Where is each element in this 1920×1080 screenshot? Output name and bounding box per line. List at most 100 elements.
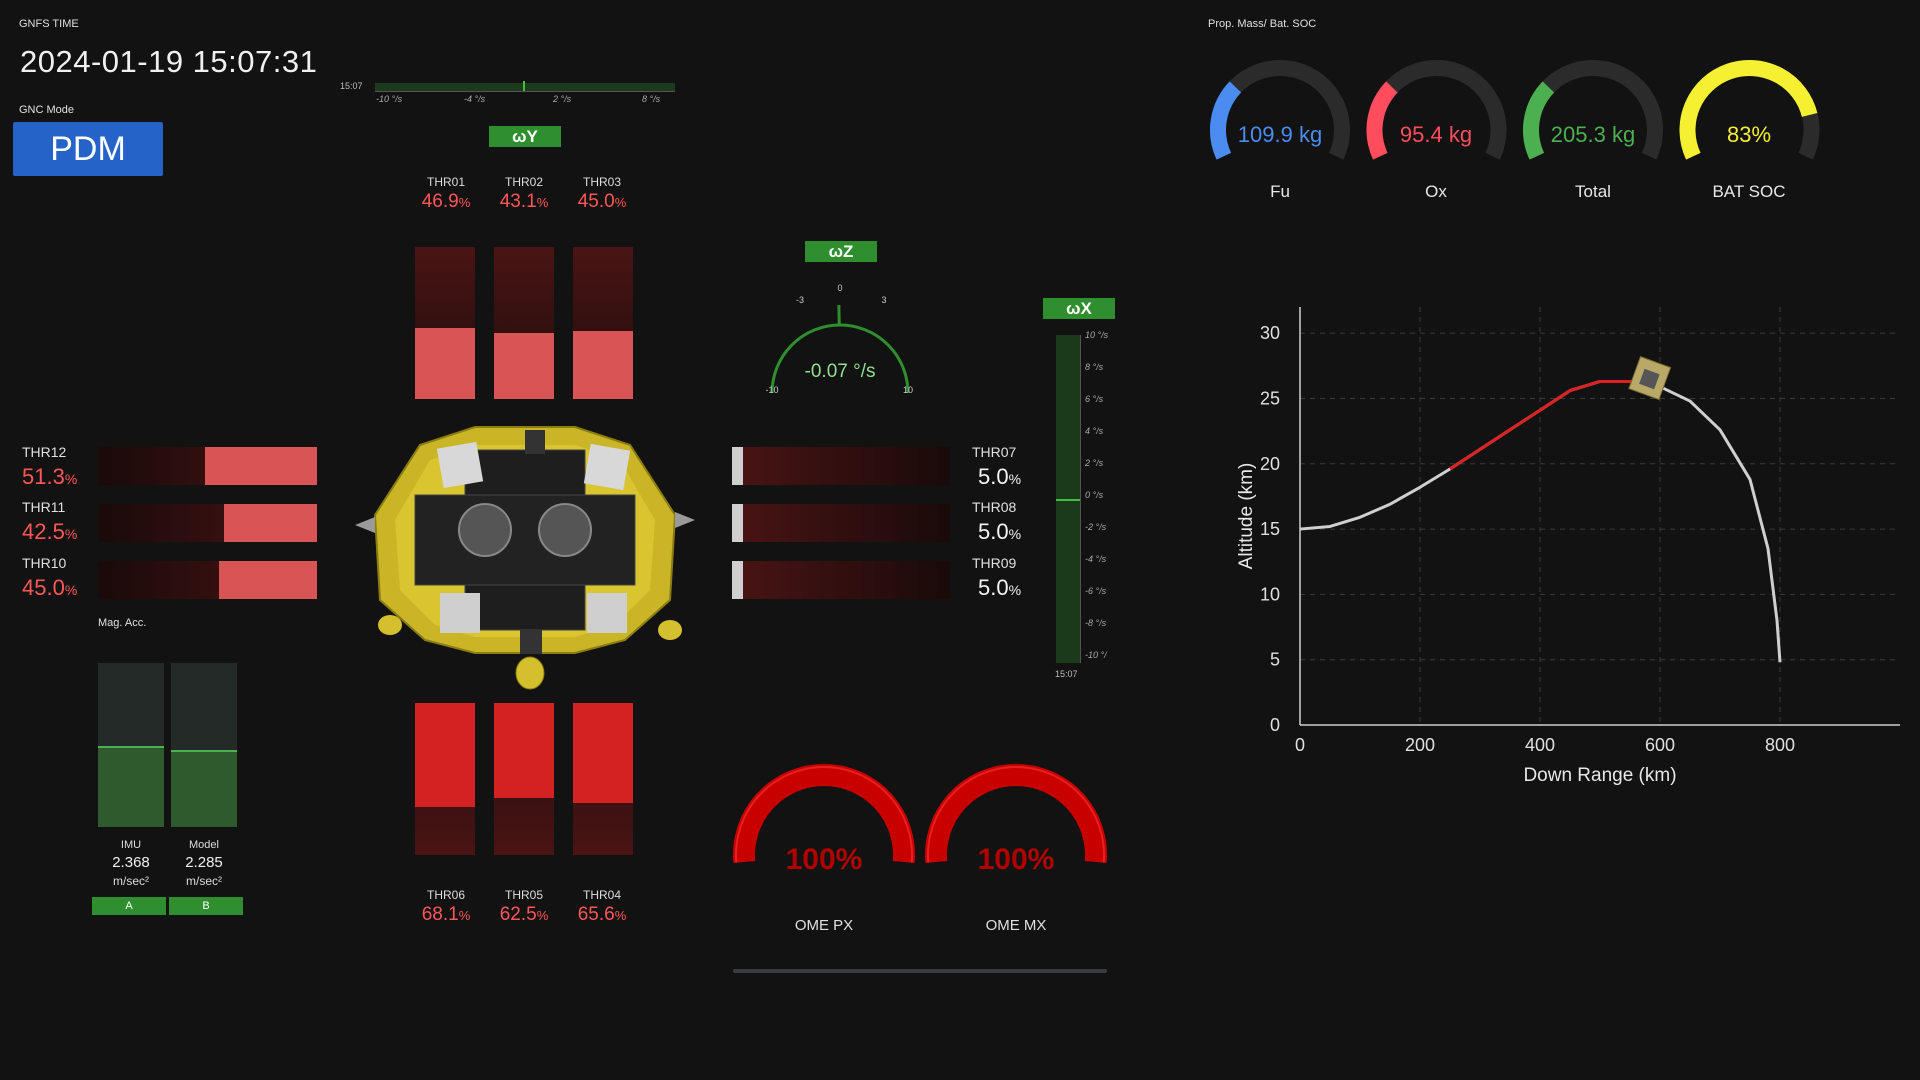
thr07-value: 5.0%: [978, 464, 1022, 489]
right-thruster-bar-thr09: [732, 561, 950, 599]
gnc-mode-label: GNC Mode: [19, 104, 75, 116]
prop-gauges: [1210, 60, 1820, 160]
wy-strip-bar: [375, 83, 675, 91]
left-thruster-bar-thr11: [99, 504, 317, 542]
left-thruster-bars: [99, 447, 317, 599]
gnc-mode-badge: PDM: [13, 122, 163, 176]
right-thrusters: THR07 5.0% THR08 5.0% THR09 5.0%: [972, 444, 1072, 604]
left-thrusters: THR12 51.3% THR11 42.5% THR10 45.0%: [22, 444, 322, 604]
gauge-fill-2: [1523, 81, 1555, 160]
wx-tick-3: 4 °/s: [1085, 426, 1104, 436]
wy-tick-2: 2 °/s: [553, 94, 572, 104]
thr10-value: 45.0%: [22, 575, 78, 600]
thr06-name: THR06: [426, 888, 465, 902]
x-axis-label: Down Range (km): [1523, 765, 1676, 786]
thr03-name: THR03: [582, 175, 621, 189]
wx-label: ωX: [1043, 298, 1115, 319]
bottom-thruster-fill-thr06: [415, 703, 475, 807]
prop-mass-label: Prop. Mass/ Bat. SOC: [1208, 18, 1317, 30]
thr08-value: 5.0%: [978, 519, 1022, 544]
imu-label: IMU: [120, 839, 142, 851]
thr06-value: 68.1%: [421, 904, 471, 925]
bottom-thruster-bar-thr06: [415, 703, 475, 855]
right-thruster-bars: [732, 447, 950, 599]
ox-gauge-label: Ox: [1425, 182, 1447, 201]
wx-tick-labels: 10 °/s 8 °/s 6 °/s 4 °/s 2 °/s 0 °/s -2 °/s -4 …: [1085, 330, 1145, 670]
thr02-name: THR02: [504, 175, 543, 189]
bottom-thruster-fill-thr05: [494, 703, 554, 798]
y-tick-2: 10: [1260, 584, 1280, 604]
thr02-value: 43.1%: [499, 191, 549, 212]
y-tick-5: 25: [1260, 388, 1280, 408]
wy-strip-marker: [523, 81, 525, 91]
ome-px-value: 100%: [785, 843, 863, 876]
thr04-value: 65.6%: [577, 904, 627, 925]
wx-strip-time: 15:07: [1055, 669, 1078, 679]
wx-tick-4: 2 °/s: [1085, 458, 1104, 468]
series-line-1: [1449, 379, 1649, 471]
bottom-thruster-bar-thr05: [494, 703, 554, 855]
lander-marker: [1628, 355, 1672, 401]
top-thruster-labels: THR01 46.9% THR02 43.1% THR03 45.0%: [416, 175, 627, 215]
bottom-thruster-bar-thr04: [573, 703, 633, 855]
bottom-thruster-bars: [415, 703, 635, 855]
gauge-fill-0: [1210, 81, 1242, 160]
wz-tick-m3: -3: [796, 295, 804, 305]
right-thruster-bar-thr07: [732, 447, 950, 485]
right-thruster-fill-thr08: [732, 504, 743, 542]
thr01-name: THR01: [426, 175, 465, 189]
model-unit: m/sec²: [186, 874, 222, 888]
x-tick-2: 400: [1525, 735, 1555, 755]
wx-tick-10: -10 °/: [1085, 650, 1107, 660]
wx-tick-5: 0 °/s: [1085, 490, 1104, 500]
wz-tick-m10: -10: [765, 385, 778, 395]
wz-label: ωZ: [805, 241, 877, 262]
fu-gauge-value: 109.9 kg: [1237, 122, 1323, 147]
top-thruster-bar-thr02: [494, 247, 554, 399]
model-value: 2.285: [185, 854, 223, 871]
ome-mx-label: OME MX: [985, 917, 1047, 934]
wz-tick-10: 10: [903, 385, 913, 395]
gnfs-time: 2024-01-19 15:07:31: [20, 44, 318, 79]
bat-soc-gauge-value: 83%: [1726, 122, 1772, 147]
imu-acc-bar: [98, 663, 164, 827]
wy-strip-axis: [375, 91, 675, 92]
top-thruster-fill-thr01: [415, 328, 475, 399]
model-acc-fill: [171, 750, 237, 827]
ome-mx-value: 100%: [977, 843, 1055, 876]
wy-tick-0: -10 °/s: [376, 94, 403, 104]
left-thruster-bar-thr10: [99, 561, 317, 599]
wx-tick-6: -2 °/s: [1085, 522, 1107, 532]
y-tick-6: 30: [1260, 323, 1280, 343]
bottom-thruster-labels: THR06 68.1% THR05 62.5% THR04 65.6%: [416, 888, 636, 928]
y-axis-label: Altitude (km): [1236, 463, 1257, 570]
model-b-button[interactable]: B: [169, 897, 243, 915]
wx-strip-axis: [1080, 335, 1081, 663]
wx-tick-2: 6 °/s: [1085, 394, 1104, 404]
imu-value: 2.368: [112, 854, 150, 871]
thr11-value: 42.5%: [22, 519, 78, 544]
wx-tick-1: 8 °/s: [1085, 362, 1104, 372]
x-tick-3: 600: [1645, 735, 1675, 755]
wx-tick-8: -6 °/s: [1085, 586, 1107, 596]
thr12-name: THR12: [22, 444, 67, 460]
wx-strip-marker: [1056, 499, 1080, 501]
model-label: Model: [189, 839, 219, 851]
gauge-fill-3: [1679, 60, 1818, 160]
wz-tick-3: 3: [881, 295, 886, 305]
wy-strip: 15:07 -10 °/s -4 °/s 2 °/s 8 °/s: [340, 80, 680, 110]
x-tick-1: 200: [1405, 735, 1435, 755]
thr05-value: 62.5%: [499, 904, 549, 925]
total-gauge-value: 205.3 kg: [1550, 122, 1636, 147]
wz-tick-0: 0: [837, 283, 842, 293]
wz-dial-arc: [770, 323, 910, 394]
mag-acc-label: Mag. Acc.: [98, 617, 147, 629]
imu-a-button[interactable]: A: [92, 897, 166, 915]
left-thruster-fill-thr10: [219, 561, 317, 599]
top-thruster-fill-thr03: [573, 331, 633, 399]
y-tick-4: 20: [1260, 454, 1280, 474]
ome-fill-0: [733, 764, 915, 863]
wx-tick-9: -8 °/s: [1085, 618, 1107, 628]
wz-value: -0.07 °/s: [804, 361, 876, 382]
thr12-value: 51.3%: [22, 464, 78, 489]
